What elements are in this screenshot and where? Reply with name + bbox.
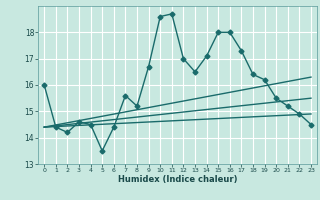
X-axis label: Humidex (Indice chaleur): Humidex (Indice chaleur): [118, 175, 237, 184]
